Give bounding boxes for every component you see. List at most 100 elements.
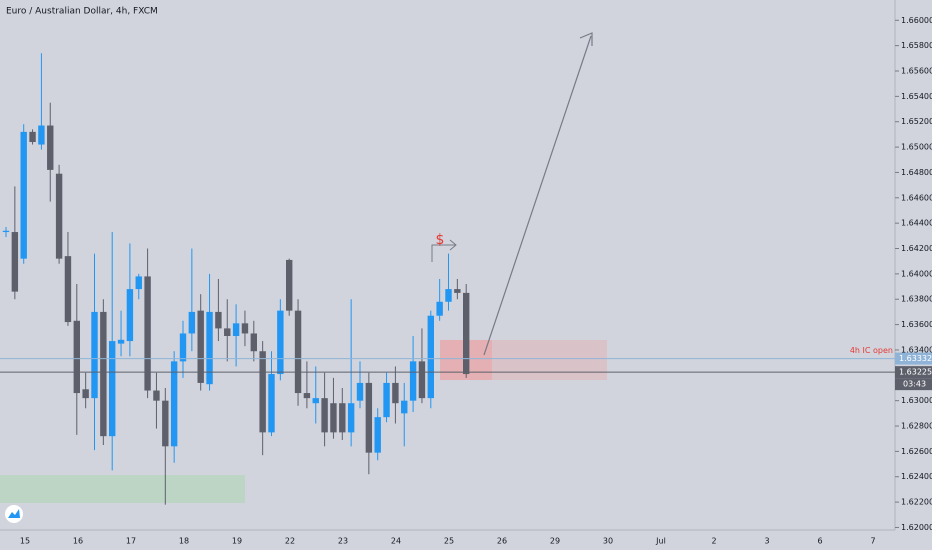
countdown-box	[895, 378, 932, 391]
candle-body	[330, 403, 337, 433]
candle-body	[188, 311, 196, 334]
candle-body	[232, 323, 240, 337]
annotation: $	[436, 232, 445, 248]
candle-body	[277, 310, 284, 375]
price-label-box	[895, 366, 932, 379]
candle-body	[365, 382, 373, 453]
countdown: 03:43	[903, 380, 926, 389]
candle-body	[2, 230, 10, 233]
candle-body	[383, 382, 390, 418]
candle-body	[126, 289, 134, 342]
candle-body	[38, 125, 45, 145]
y-tick-label: 1.62800	[901, 422, 932, 431]
candle-body	[463, 292, 470, 375]
x-tick-label: 26	[497, 537, 507, 546]
candle-body	[144, 276, 151, 391]
candle-body	[224, 328, 231, 337]
price-label: 1.63225	[899, 368, 932, 377]
x-tick-label: 16	[73, 537, 83, 546]
y-tick-label: 1.64000	[901, 269, 932, 278]
x-tick-label: 22	[285, 537, 295, 546]
y-tick-label: 1.64800	[901, 168, 932, 177]
y-tick-label: 1.63000	[901, 396, 932, 405]
candle-body	[445, 289, 452, 302]
demand-zone	[0, 475, 245, 503]
projection-arrow	[483, 35, 592, 356]
candle-body	[392, 382, 399, 404]
candle-body	[73, 320, 80, 394]
x-tick-label: 25	[444, 537, 454, 546]
x-tick-label: 30	[603, 537, 613, 546]
liquidity-marker	[431, 244, 456, 262]
y-tick-label: 1.66000	[901, 16, 932, 25]
x-tick-label: 3	[764, 537, 769, 546]
candle-body	[374, 417, 381, 453]
candle-body	[294, 310, 302, 394]
candle-body	[197, 310, 204, 383]
y-tick-label: 1.63800	[901, 295, 932, 304]
candle-body	[454, 289, 461, 293]
y-tick-label: 1.63400	[901, 345, 932, 354]
x-tick-label: 29	[550, 537, 560, 546]
candle-body	[356, 382, 364, 401]
price-label-box	[895, 352, 932, 365]
y-tick-label: 1.65600	[901, 67, 932, 76]
candle-body	[321, 398, 328, 433]
price-line-name: 4h IC open	[850, 346, 893, 355]
y-tick-label: 1.62200	[901, 498, 932, 507]
candle-body	[135, 276, 142, 290]
candle-body	[312, 398, 319, 404]
candle-body	[47, 125, 54, 170]
x-tick-label: 6	[817, 537, 822, 546]
y-tick-label: 1.65400	[901, 92, 932, 101]
candle-body	[339, 403, 346, 433]
candle-body	[250, 333, 257, 352]
x-tick-label: 19	[232, 537, 242, 546]
candle-body	[418, 361, 426, 399]
candle-body	[409, 361, 417, 401]
x-tick-label: 17	[126, 537, 136, 546]
logo-mark	[8, 509, 20, 518]
y-tick-label: 1.64400	[901, 219, 932, 228]
candle-body	[162, 400, 169, 447]
x-tick-label: 23	[338, 537, 348, 546]
x-tick-label: 2	[711, 537, 716, 546]
x-tick-label: 24	[391, 537, 401, 546]
x-tick-label: Jul	[655, 537, 666, 546]
candle-body	[117, 339, 125, 344]
candle-body	[241, 323, 249, 334]
y-tick-label: 1.64200	[901, 244, 932, 253]
candle-body	[55, 173, 63, 259]
candle-body	[401, 400, 408, 414]
candle-body	[286, 259, 293, 311]
y-tick-label: 1.62600	[901, 447, 932, 456]
candle-body	[20, 131, 27, 259]
candle-body	[303, 393, 311, 399]
candle-body	[109, 341, 116, 437]
candle-body	[29, 131, 36, 143]
y-tick-label: 1.64600	[901, 193, 932, 202]
candle-body	[259, 351, 266, 433]
candle-body	[100, 311, 107, 437]
candle-body	[347, 403, 355, 433]
candle-body	[11, 232, 19, 292]
candle-body	[91, 311, 98, 399]
x-tick-label: 15	[20, 537, 30, 546]
candle-body	[427, 315, 434, 399]
candle-body	[206, 311, 213, 385]
y-tick-label: 1.65000	[901, 143, 932, 152]
x-tick-label: 7	[870, 537, 875, 546]
y-tick-label: 1.65200	[901, 117, 932, 126]
candle-body	[153, 390, 160, 401]
arrow-head	[579, 32, 593, 46]
candle-body	[215, 311, 222, 329]
x-tick-label: 18	[179, 537, 189, 546]
y-tick-label: 1.63600	[901, 320, 932, 329]
candle-body	[179, 333, 187, 362]
candle-body	[436, 301, 443, 316]
candle-body	[170, 361, 178, 447]
candle-body	[82, 389, 89, 399]
y-tick-label: 1.65800	[901, 41, 932, 50]
y-tick-label: 1.62400	[901, 472, 932, 481]
